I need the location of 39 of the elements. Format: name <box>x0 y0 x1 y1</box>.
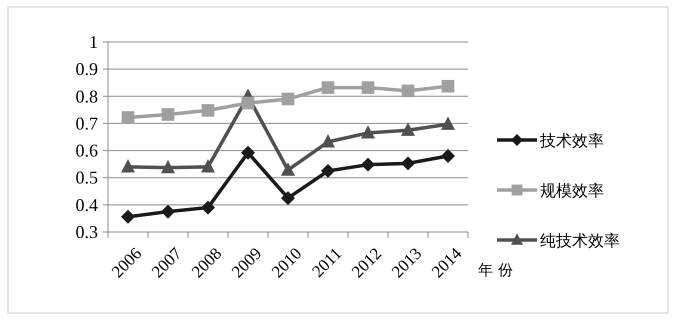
point <box>122 111 134 124</box>
legend-label: 纯技术效率 <box>540 231 620 250</box>
y-tick-label: 0.5 <box>76 168 98 188</box>
point <box>121 210 135 224</box>
point <box>361 125 375 139</box>
point <box>401 122 415 136</box>
legend-label: 规模效率 <box>540 181 604 200</box>
y-tick-label: 0.3 <box>76 222 98 242</box>
point <box>322 81 334 94</box>
point <box>362 81 374 94</box>
y-tick-label: 0.8 <box>76 86 98 106</box>
point <box>241 146 255 160</box>
point <box>442 80 454 93</box>
point <box>242 96 254 110</box>
point <box>282 92 294 106</box>
legend-label: 技术效率 <box>539 131 604 150</box>
point <box>321 164 335 178</box>
y-tick-label: 0.7 <box>76 113 98 134</box>
point <box>162 108 174 121</box>
point <box>161 160 175 174</box>
point <box>121 159 135 172</box>
point <box>361 158 375 172</box>
point <box>402 84 414 98</box>
y-tick-label: 1 <box>89 32 98 52</box>
point <box>161 204 175 219</box>
point <box>201 200 215 215</box>
x-tick-label: 2011 <box>308 244 346 281</box>
point <box>202 104 214 117</box>
point <box>281 191 295 206</box>
x-axis-title: 年 份 <box>478 261 513 279</box>
point <box>441 149 455 163</box>
y-tick-label: 0.6 <box>76 140 98 161</box>
y-tick-label: 0.9 <box>76 59 98 80</box>
y-tick-label: 0.4 <box>76 194 98 215</box>
point <box>281 162 295 176</box>
point <box>321 134 335 148</box>
point <box>401 156 415 170</box>
point <box>201 159 215 172</box>
point <box>441 116 455 130</box>
